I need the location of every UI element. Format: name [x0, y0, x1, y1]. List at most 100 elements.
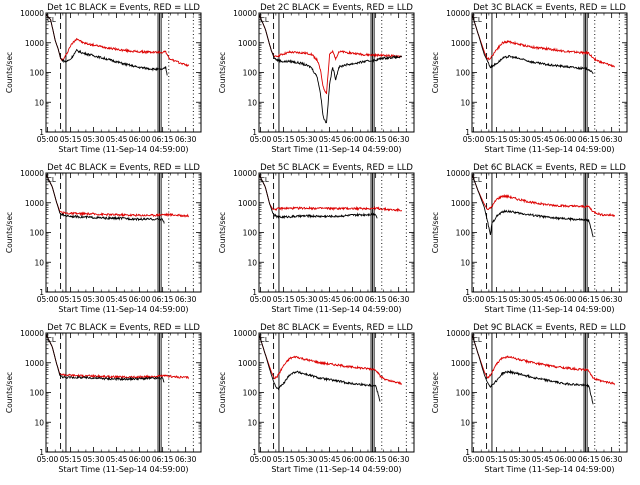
x-tick-label: 06:30 — [175, 455, 197, 464]
x-axis-label: Start Time (11-Sep-14 04:59:00) — [484, 145, 614, 154]
corner-label: CL — [47, 176, 56, 184]
panel-title: Det 2C BLACK = Events, RED = LLD — [260, 3, 413, 13]
x-axis-label: Start Time (11-Sep-14 04:59:00) — [271, 145, 401, 154]
x-tick-label: 05:00 — [463, 135, 485, 144]
series-events-line — [45, 174, 165, 224]
panel-3: Det 3C BLACK = Events, RED = LLD Counts/s… — [431, 3, 628, 154]
x-tick-label: 05:45 — [319, 135, 341, 144]
x-tick-label: 05:30 — [509, 295, 531, 304]
panel-2: Det 2C BLACK = Events, RED = LLD Counts/s… — [218, 3, 415, 154]
y-tick-label: 10000 — [20, 9, 44, 18]
x-axis-label: Start Time (11-Sep-14 04:59:00) — [58, 305, 188, 314]
y-tick-label: 1000 — [25, 359, 44, 368]
panel-1: Det 1C BLACK = Events, RED = LLD Counts/s… — [5, 3, 202, 154]
y-tick-label: 10000 — [446, 9, 470, 18]
y-tick-label: 1 — [39, 448, 44, 457]
y-tick-label: 1 — [465, 288, 470, 297]
x-axis-label: Start Time (11-Sep-14 04:59:00) — [58, 145, 188, 154]
plot-frame — [45, 12, 202, 133]
panel-6: Det 6C BLACK = Events, RED = LLD Counts/s… — [431, 163, 628, 314]
panel-title: Det 8C BLACK = Events, RED = LLD — [260, 323, 413, 333]
x-tick-label: 05:15 — [60, 455, 82, 464]
y-axis-label: Counts/sec — [431, 372, 440, 413]
x-tick-label: 05:15 — [486, 455, 508, 464]
plot-frame — [471, 332, 628, 453]
x-tick-label: 06:30 — [601, 455, 623, 464]
corner-label: CL — [47, 336, 56, 344]
y-tick-label: 1 — [252, 128, 257, 137]
panel-title: Det 4C BLACK = Events, RED = LLD — [47, 163, 200, 173]
x-tick-label: 06:15 — [152, 295, 174, 304]
x-tick-label: 05:15 — [486, 295, 508, 304]
y-tick-label: 1 — [252, 448, 257, 457]
y-axis-label: Counts/sec — [431, 52, 440, 93]
x-tick-label: 05:15 — [273, 135, 295, 144]
x-tick-label: 05:15 — [60, 135, 82, 144]
x-tick-label: 05:00 — [37, 295, 59, 304]
x-tick-label: 05:45 — [319, 295, 341, 304]
y-tick-label: 1000 — [238, 199, 257, 208]
x-tick-label: 05:15 — [486, 135, 508, 144]
x-tick-label: 06:00 — [129, 135, 151, 144]
x-tick-label: 05:30 — [83, 295, 105, 304]
x-tick-label: 05:30 — [296, 295, 318, 304]
y-tick-label: 10 — [34, 258, 44, 267]
y-tick-label: 10000 — [233, 169, 257, 178]
x-tick-label: 05:45 — [106, 135, 128, 144]
series-events-line — [45, 14, 168, 76]
plot-frame — [45, 172, 202, 293]
x-tick-label: 06:30 — [175, 295, 197, 304]
y-tick-label: 100 — [30, 229, 45, 238]
x-tick-label: 06:00 — [555, 295, 577, 304]
x-tick-label: 05:00 — [250, 295, 272, 304]
x-tick-label: 06:15 — [578, 135, 600, 144]
y-tick-label: 1000 — [451, 359, 470, 368]
x-tick-label: 06:30 — [601, 295, 623, 304]
x-axis-label: Start Time (11-Sep-14 04:59:00) — [271, 305, 401, 314]
x-tick-label: 06:15 — [152, 455, 174, 464]
y-tick-label: 1 — [465, 128, 470, 137]
series-events-line — [258, 14, 403, 124]
y-tick-label: 10 — [247, 418, 257, 427]
y-tick-label: 100 — [456, 69, 471, 78]
series-events-line — [471, 334, 594, 405]
x-tick-label: 05:45 — [106, 455, 128, 464]
series-lld-line — [471, 174, 616, 217]
x-tick-label: 06:00 — [342, 455, 364, 464]
panel-5: Det 5C BLACK = Events, RED = LLD Counts/s… — [218, 163, 415, 314]
y-axis-label: Counts/sec — [218, 52, 227, 93]
y-tick-label: 10000 — [20, 169, 44, 178]
y-tick-label: 100 — [30, 389, 45, 398]
x-tick-label: 05:30 — [509, 455, 531, 464]
corner-label: CL — [473, 16, 482, 24]
panel-7: Det 7C BLACK = Events, RED = LLD Counts/s… — [5, 323, 202, 474]
x-tick-label: 05:15 — [60, 295, 82, 304]
y-tick-label: 10 — [34, 418, 44, 427]
y-tick-label: 100 — [30, 69, 45, 78]
x-tick-label: 05:00 — [37, 455, 59, 464]
x-tick-label: 06:30 — [388, 455, 410, 464]
x-tick-label: 05:30 — [509, 135, 531, 144]
series-lld-line — [45, 174, 190, 218]
panel-4: Det 4C BLACK = Events, RED = LLD Counts/s… — [5, 163, 202, 314]
series-lld-line — [471, 14, 616, 68]
x-tick-label: 05:45 — [319, 455, 341, 464]
x-tick-label: 06:00 — [342, 135, 364, 144]
x-tick-label: 05:15 — [273, 295, 295, 304]
x-tick-label: 06:30 — [601, 135, 623, 144]
y-tick-label: 100 — [456, 389, 471, 398]
plot-frame — [471, 172, 628, 293]
x-tick-label: 06:15 — [365, 135, 387, 144]
panel-title: Det 7C BLACK = Events, RED = LLD — [47, 323, 200, 333]
x-axis-label: Start Time (11-Sep-14 04:59:00) — [484, 305, 614, 314]
x-tick-label: 06:30 — [388, 295, 410, 304]
series-events-line — [471, 174, 594, 238]
x-tick-label: 05:00 — [250, 455, 272, 464]
series-events-line — [471, 14, 594, 75]
series-events-line — [45, 334, 165, 383]
y-tick-label: 100 — [243, 69, 258, 78]
panel-title: Det 6C BLACK = Events, RED = LLD — [473, 163, 626, 173]
corner-label: CL — [260, 16, 269, 24]
series-lld-line — [258, 174, 403, 213]
